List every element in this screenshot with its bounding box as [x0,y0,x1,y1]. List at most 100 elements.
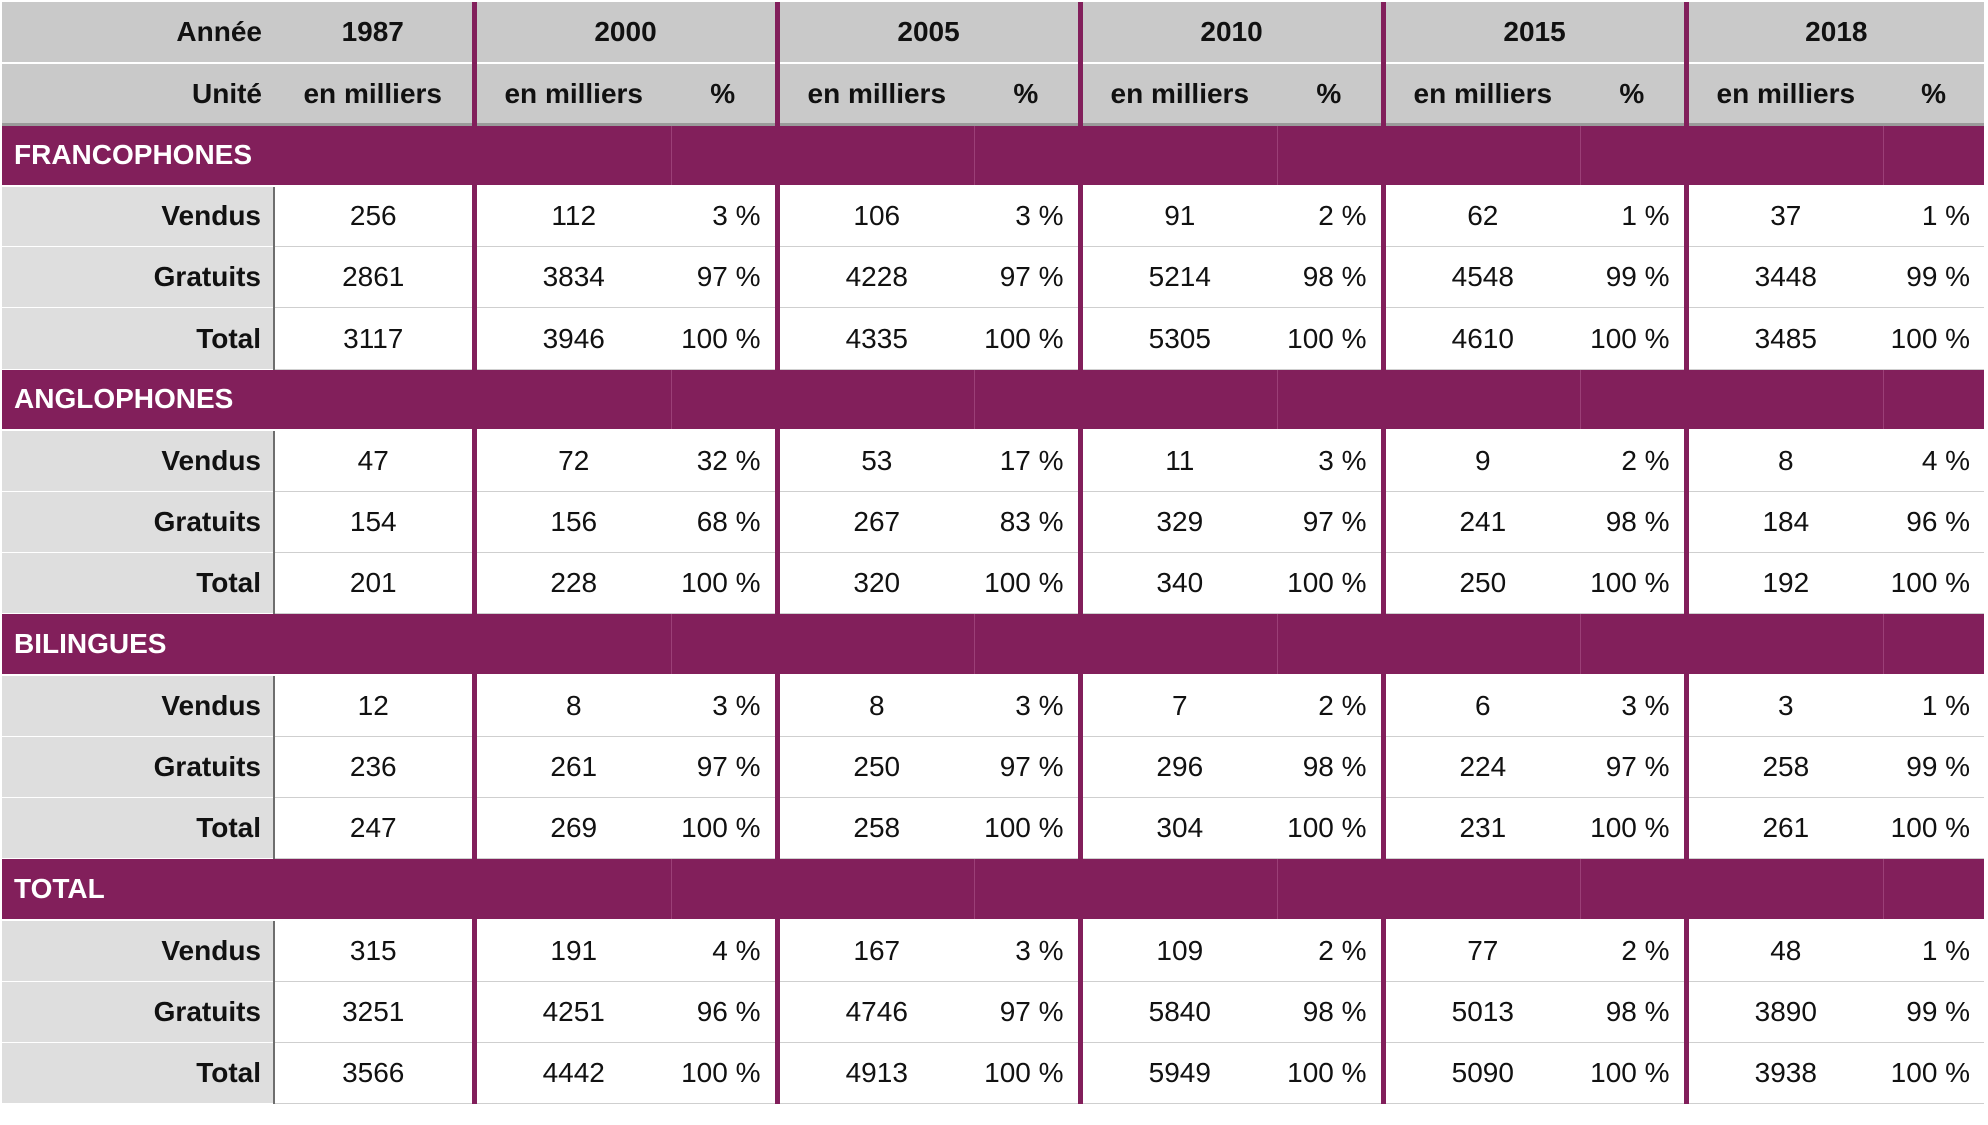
count-cell: 191 [471,919,671,982]
pct-cell: 97 % [671,246,778,309]
pct-cell: 98 % [1580,981,1687,1043]
pct-cell: 100 % [1883,1042,1985,1104]
section-band-cell [471,613,671,677]
pct-cell: 100 % [671,1042,778,1104]
count-cell: 5013 [1380,981,1581,1043]
pct-cell: 99 % [1883,246,1985,309]
section-band-cell [1579,613,1687,677]
row-free-label: Gratuits [2,491,275,554]
section-band-cell [1077,858,1278,921]
section-title: FRANCOPHONES [2,124,474,187]
count-cell: 228 [471,552,671,615]
row-total-label: Total [2,552,275,615]
pct-cell: 4 % [671,919,778,982]
unit-count-header: en milliers [774,63,975,126]
section-band-cell [1276,858,1384,921]
pct-cell: 97 % [1580,736,1687,798]
statistics-table: Année 1987 2000 2005 2010 2015 2018 Unit… [2,2,1985,1104]
year-1987-header: 1987 [274,2,474,65]
count-cell: 3448 [1683,246,1884,309]
unit-count-header: en milliers [1380,63,1581,126]
section-band-cell [1380,124,1581,187]
section-band-cell [1683,613,1884,677]
count-cell: 296 [1077,736,1278,798]
pct-cell: 3 % [974,185,1081,248]
section-row: BILINGUES [2,613,1985,677]
table-row: Total 3117 3946 100 % 4335 100 % 5305 100 % 4610… [2,307,1985,370]
count-cell: 340 [1077,552,1278,615]
section-band-cell [774,613,975,677]
unit-pct-header: % [974,63,1081,126]
pct-cell: 100 % [671,797,778,860]
pct-cell: 97 % [974,981,1081,1043]
pct-cell: 3 % [1580,675,1687,737]
section-band-cell [1683,369,1884,432]
row-sold-label: Vendus [2,430,275,493]
table-row: Gratuits 236 261 97 % 250 97 % 296 98 % 224 97 % 2… [2,736,1985,798]
count-cell: 3890 [1683,981,1884,1043]
count-cell: 47 [274,430,474,493]
year-2015-header: 2015 [1380,2,1687,65]
count-cell: 3946 [471,307,671,370]
row-free-label: Gratuits [2,736,275,798]
pct-cell: 100 % [1580,1042,1687,1104]
count-cell: 37 [1683,185,1884,248]
table-row: Total 201 228 100 % 320 100 % 340 100 % 250 100 %… [2,552,1985,615]
count-cell: 91 [1077,185,1278,248]
count-cell: 5840 [1077,981,1278,1043]
pct-cell: 97 % [1277,491,1384,554]
count-cell: 7 [1077,675,1278,737]
count-cell: 315 [274,919,474,982]
pct-cell: 100 % [1580,552,1687,615]
unit-count-header: en milliers [471,63,671,126]
count-cell: 2861 [274,246,474,309]
count-cell: 112 [471,185,671,248]
count-cell: 5949 [1077,1042,1278,1104]
pct-cell: 100 % [1883,307,1985,370]
section-band-cell [670,124,778,187]
count-cell: 3485 [1683,307,1884,370]
table-row: Vendus 256 112 3 % 106 3 % 91 2 % 62 1 % 37 1 % [2,185,1985,248]
count-cell: 62 [1380,185,1581,248]
pct-cell: 1 % [1883,919,1985,982]
section-title: BILINGUES [2,613,474,677]
section-band-cell [670,613,778,677]
count-cell: 201 [274,552,474,615]
count-cell: 236 [274,736,474,798]
pct-cell: 3 % [974,675,1081,737]
section-title: ANGLOPHONES [2,369,474,432]
pct-cell: 2 % [1580,919,1687,982]
pct-cell: 2 % [1277,919,1384,982]
section-band-cell [1882,858,1985,921]
section-row: FRANCOPHONES [2,124,1985,187]
count-cell: 261 [471,736,671,798]
section-band-cell [471,858,671,921]
count-cell: 192 [1683,552,1884,615]
pct-cell: 96 % [1883,491,1985,554]
pct-cell: 100 % [1580,307,1687,370]
pct-cell: 100 % [974,1042,1081,1104]
section-band-cell [774,124,975,187]
section-band-cell [1882,613,1985,677]
count-cell: 8 [1683,430,1884,493]
unit-pct-header: % [671,63,778,126]
section-band-cell [973,858,1081,921]
section-band-cell [1077,369,1278,432]
count-cell: 250 [1380,552,1581,615]
section-row: ANGLOPHONES [2,369,1985,432]
count-cell: 4228 [774,246,975,309]
section-band-cell [1380,613,1581,677]
section-band-cell [1380,858,1581,921]
year-header-row: Année 1987 2000 2005 2010 2015 2018 [2,2,1985,65]
pct-cell: 2 % [1580,430,1687,493]
pct-cell: 3 % [671,675,778,737]
section-band-cell [1882,369,1985,432]
pct-cell: 100 % [974,552,1081,615]
row-total-label: Total [2,307,275,370]
count-cell: 3117 [274,307,474,370]
section-band-cell [973,369,1081,432]
pct-cell: 1 % [1883,675,1985,737]
section-band-cell [1276,124,1384,187]
count-cell: 9 [1380,430,1581,493]
